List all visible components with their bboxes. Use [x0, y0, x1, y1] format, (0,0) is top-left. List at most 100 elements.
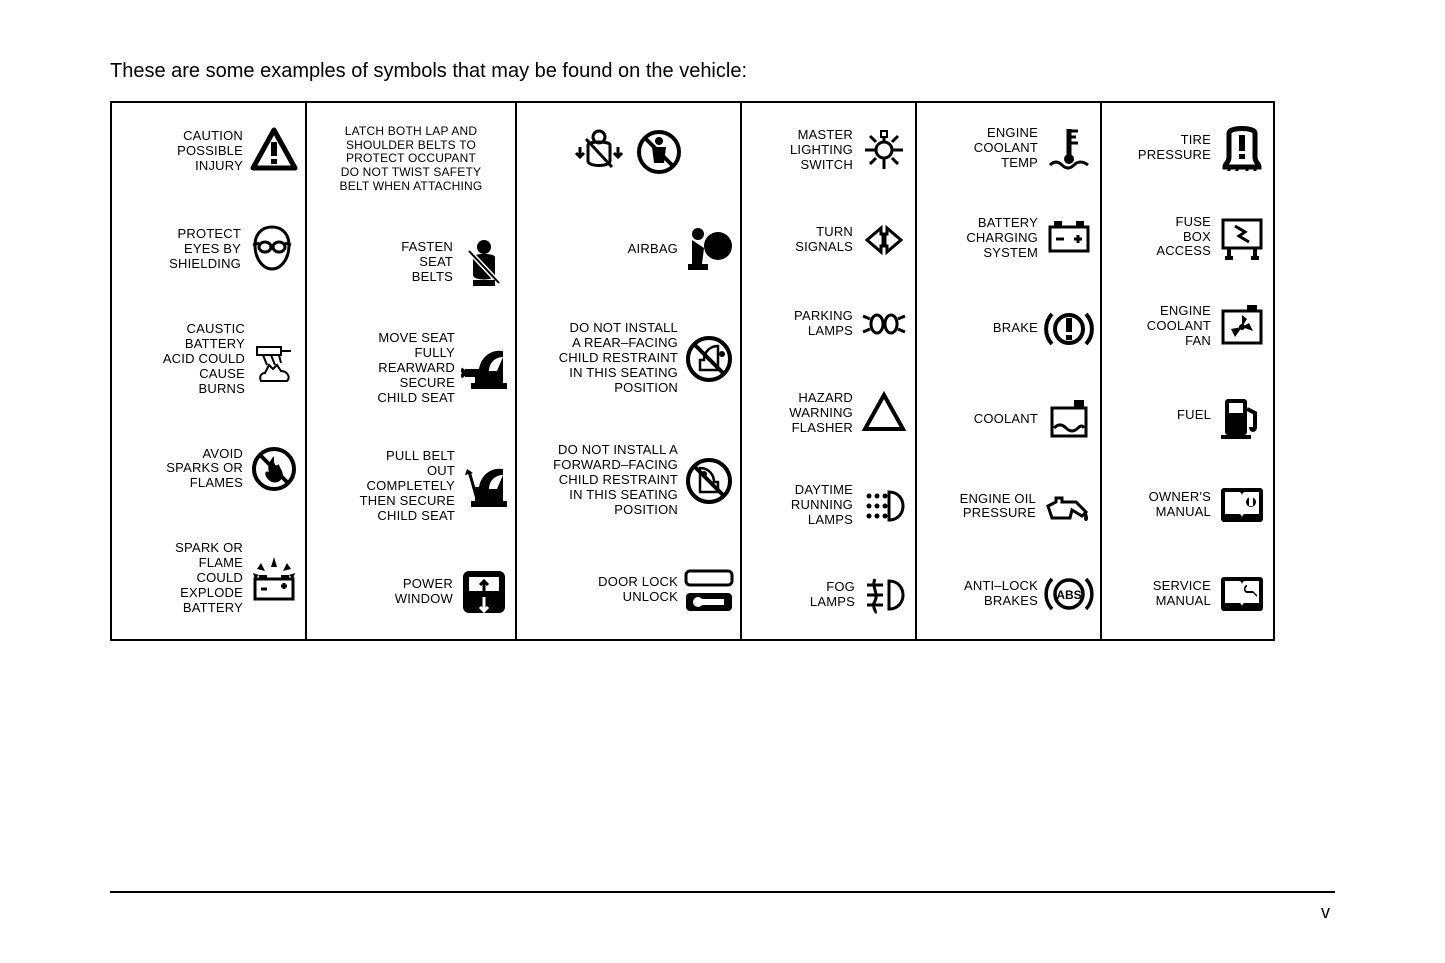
page: These are some examples of symbols that … [0, 0, 1445, 963]
airbag-icon [684, 224, 734, 274]
parking-lamps-icon [859, 304, 909, 344]
symbol-cell: CAUSTIC BATTERY ACID COULD CAUSE BURNS [112, 299, 305, 421]
intro-text: These are some examples of symbols that … [110, 60, 1335, 83]
symbol-cell: COOLANT [917, 374, 1100, 464]
drl-icon [859, 484, 909, 528]
symbol-label: TURN SIGNALS [795, 225, 853, 255]
symbol-cell: ENGINE COOLANT FAN [1102, 282, 1273, 371]
acid-hand-icon [251, 335, 299, 385]
battery-explode-icon [249, 553, 299, 603]
symbol-label: AIRBAG [628, 242, 678, 257]
coolant-icon [1044, 394, 1094, 444]
symbol-label: COOLANT [974, 412, 1038, 427]
symbol-label: FASTEN SEAT BELTS [401, 240, 453, 285]
coolant-fan-icon [1217, 301, 1267, 351]
symbol-label: CAUTION POSSIBLE INJURY [177, 129, 243, 174]
symbol-cell: HAZARD WARNING FLASHER [742, 367, 915, 462]
symbol-label: FUSE BOX ACCESS [1156, 215, 1211, 260]
no-rear-child-icon [684, 334, 734, 384]
symbol-label: TIRE PRESSURE [1138, 133, 1211, 163]
symbol-cell: SERVICE MANUAL [1102, 550, 1273, 639]
symbol-label: OWNER'S MANUAL [1149, 490, 1211, 520]
fuse-box-icon [1217, 212, 1267, 262]
symbol-label: MOVE SEAT FULLY REARWARD SECURE CHILD SE… [377, 331, 455, 406]
column-2: LATCH BOTH LAP AND SHOULDER BELTS TO PRO… [307, 103, 517, 639]
column-3: AIRBAG DO NOT INSTALL A REAR–FACING CHILD… [517, 103, 742, 639]
child-seat-belt-icon [461, 461, 509, 511]
symbol-cell: MOVE SEAT FULLY REARWARD SECURE CHILD SE… [307, 309, 515, 427]
door-lock-icon [684, 565, 734, 615]
symbol-label: ENGINE OIL PRESSURE [960, 492, 1036, 522]
abs-icon: ABS [1044, 569, 1094, 619]
symbol-label: BATTERY CHARGING SYSTEM [966, 216, 1038, 261]
symbol-cell: LATCH BOTH LAP AND SHOULDER BELTS TO PRO… [307, 103, 515, 216]
symbol-cell: FUEL [1102, 371, 1273, 460]
symbol-label: POWER WINDOW [395, 577, 453, 607]
symbol-label: MASTER LIGHTING SWITCH [790, 128, 853, 173]
symbol-cell: OWNER'S MANUAL [1102, 460, 1273, 549]
oil-can-icon [1042, 484, 1094, 528]
belt-sequence-icon [574, 127, 684, 177]
symbol-cell: DAYTIME RUNNING LAMPS [742, 461, 915, 550]
symbol-label: CAUSTIC BATTERY ACID COULD CAUSE BURNS [163, 322, 245, 397]
column-5: ENGINE COOLANT TEMP BATTERY CHARGING SYST… [917, 103, 1102, 639]
symbol-cell: CAUTION POSSIBLE INJURY [112, 103, 305, 200]
symbol-cell: DOOR LOCK UNLOCK [517, 542, 740, 639]
symbol-grid: CAUTION POSSIBLE INJURY PROTECT EYES BY S… [110, 101, 1275, 641]
symbol-cell: BATTERY CHARGING SYSTEM [917, 193, 1100, 283]
symbol-label: PULL BELT OUT COMPLETELY THEN SECURE CHI… [360, 449, 455, 524]
symbol-label: DO NOT INSTALL A FORWARD–FACING CHILD RE… [553, 443, 678, 518]
symbol-label: FOG LAMPS [810, 580, 855, 610]
turn-signals-icon [859, 220, 909, 260]
symbol-cell: BRAKE [917, 284, 1100, 374]
symbol-label: LATCH BOTH LAP AND SHOULDER BELTS TO PRO… [313, 125, 509, 194]
symbol-label: DOOR LOCK UNLOCK [598, 575, 678, 605]
symbol-label: FUEL [1177, 408, 1211, 423]
svg-text:ABS: ABS [1056, 588, 1081, 602]
symbol-cell: PARKING LAMPS [742, 282, 915, 367]
column-1: CAUTION POSSIBLE INJURY PROTECT EYES BY S… [112, 103, 307, 639]
symbol-label: ENGINE COOLANT TEMP [974, 126, 1038, 171]
warning-triangle-icon [249, 126, 299, 176]
symbol-cell: ENGINE COOLANT TEMP [917, 103, 1100, 193]
symbol-cell: FOG LAMPS [742, 550, 915, 639]
symbol-cell: POWER WINDOW [307, 545, 515, 639]
symbol-cell: TURN SIGNALS [742, 198, 915, 283]
tire-pressure-icon [1217, 123, 1267, 173]
symbol-label: SPARK OR FLAME COULD EXPLODE BATTERY [175, 541, 243, 616]
hazard-icon [859, 389, 909, 439]
brake-icon [1044, 304, 1094, 354]
symbol-cell: SPARK OR FLAME COULD EXPLODE BATTERY [112, 517, 305, 639]
no-fwd-child-icon [684, 456, 734, 506]
symbol-label: DAYTIME RUNNING LAMPS [791, 483, 853, 528]
column-6: TIRE PRESSURE FUSE BOX ACCESS ENGINE COOLA… [1102, 103, 1273, 639]
symbol-cell [517, 103, 740, 200]
symbol-label: HAZARD WARNING FLASHER [789, 391, 853, 436]
fog-lamps-icon [861, 573, 909, 617]
seatbelt-person-icon [459, 237, 509, 287]
symbol-cell: DO NOT INSTALL A FORWARD–FACING CHILD RE… [517, 420, 740, 542]
power-window-icon [459, 567, 509, 617]
fuel-pump-icon [1217, 391, 1267, 441]
symbol-label: ANTI–LOCK BRAKES [964, 579, 1038, 609]
symbol-cell: MASTER LIGHTING SWITCH [742, 103, 915, 198]
symbol-cell: FUSE BOX ACCESS [1102, 192, 1273, 281]
child-seat-rear-icon [461, 343, 509, 393]
symbol-cell: DO NOT INSTALL A REAR–FACING CHILD RESTR… [517, 298, 740, 420]
master-light-icon [859, 125, 909, 175]
page-number: v [1321, 902, 1330, 923]
symbol-cell: PROTECT EYES BY SHIELDING [112, 200, 305, 299]
owners-manual-icon [1217, 480, 1267, 530]
service-manual-icon [1217, 569, 1267, 619]
coolant-temp-icon [1044, 123, 1094, 173]
column-4: MASTER LIGHTING SWITCH TURN SIGNALS PARKIN… [742, 103, 917, 639]
battery-icon [1044, 213, 1094, 263]
symbol-label: AVOID SPARKS OR FLAMES [166, 447, 243, 492]
symbol-label: SERVICE MANUAL [1153, 579, 1211, 609]
footer-rule [110, 891, 1335, 893]
symbol-cell: AIRBAG [517, 200, 740, 297]
symbol-cell: PULL BELT OUT COMPLETELY THEN SECURE CHI… [307, 427, 515, 545]
symbol-label: PROTECT EYES BY SHIELDING [169, 227, 241, 272]
symbol-cell: ANTI–LOCK BRAKES ABS [917, 549, 1100, 639]
symbol-cell: ENGINE OIL PRESSURE [917, 464, 1100, 548]
